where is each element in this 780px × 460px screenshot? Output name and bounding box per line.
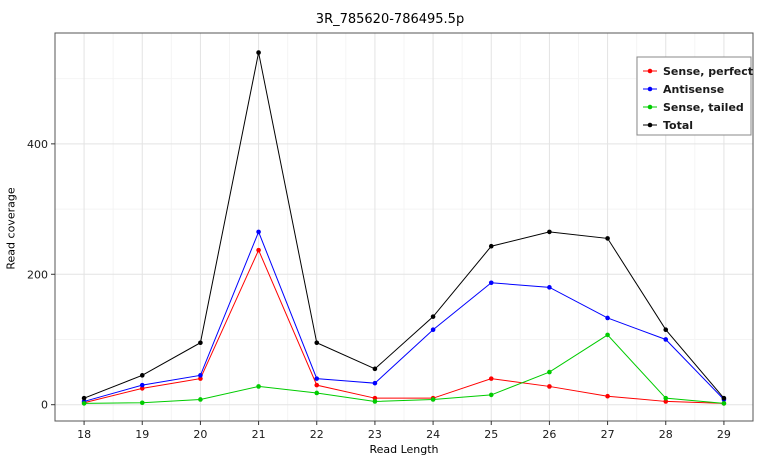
legend-label: Antisense bbox=[663, 83, 724, 96]
legend-label: Sense, tailed bbox=[663, 101, 744, 114]
data-point bbox=[721, 401, 727, 406]
data-point bbox=[605, 236, 610, 241]
y-axis-label: Read coverage bbox=[4, 187, 18, 270]
data-point bbox=[430, 397, 436, 402]
data-point bbox=[663, 395, 669, 401]
y-tick-label: 200 bbox=[27, 268, 48, 281]
series-line-3 bbox=[83, 52, 725, 399]
x-tick-label: 22 bbox=[310, 428, 324, 441]
chart-title: 3R_785620-786495.5p bbox=[315, 12, 465, 27]
x-tick-label: 21 bbox=[252, 428, 266, 441]
x-tick-label: 20 bbox=[193, 428, 207, 441]
x-axis-label: Read Length bbox=[369, 443, 439, 456]
data-point bbox=[663, 399, 669, 404]
data-point bbox=[256, 229, 261, 235]
data-point bbox=[256, 50, 261, 55]
data-point bbox=[488, 392, 494, 398]
data-point bbox=[198, 340, 203, 346]
data-point bbox=[314, 382, 320, 388]
x-tick-label: 23 bbox=[368, 428, 382, 441]
legend-key-marker bbox=[647, 86, 653, 92]
data-point bbox=[488, 376, 494, 381]
data-point bbox=[605, 315, 610, 321]
x-tick-label: 28 bbox=[659, 428, 673, 441]
data-point bbox=[314, 340, 320, 346]
data-point bbox=[547, 285, 552, 290]
x-tick-label: 19 bbox=[135, 428, 149, 441]
data-point bbox=[139, 382, 145, 388]
data-point bbox=[314, 390, 320, 396]
data-point bbox=[372, 399, 378, 404]
data-point bbox=[430, 314, 436, 319]
data-point bbox=[81, 395, 87, 401]
legend-box bbox=[636, 56, 752, 136]
data-point bbox=[372, 380, 378, 386]
data-point bbox=[547, 369, 552, 375]
data-point bbox=[198, 376, 203, 381]
legend-label: Total bbox=[663, 119, 693, 132]
data-point bbox=[372, 366, 378, 372]
data-point bbox=[488, 280, 494, 286]
x-tick-label: 29 bbox=[717, 428, 731, 441]
data-point bbox=[81, 401, 87, 406]
x-tick-label: 27 bbox=[601, 428, 615, 441]
data-point bbox=[139, 400, 145, 406]
data-point bbox=[372, 395, 378, 401]
data-point bbox=[430, 327, 436, 333]
x-tick-label: 26 bbox=[542, 428, 556, 441]
legend-key-marker bbox=[647, 104, 653, 110]
data-point bbox=[488, 243, 494, 249]
data-point bbox=[139, 373, 145, 378]
data-point bbox=[256, 384, 261, 389]
data-point bbox=[314, 376, 320, 381]
data-point bbox=[139, 386, 145, 391]
data-point bbox=[605, 332, 610, 338]
y-tick-label: 400 bbox=[27, 138, 48, 151]
legend-key-marker bbox=[647, 122, 653, 128]
legend-label: Sense, perfect bbox=[663, 65, 753, 78]
series-line-0 bbox=[83, 248, 724, 404]
y-tick-label: 0 bbox=[41, 399, 48, 412]
x-tick-label: 24 bbox=[426, 428, 440, 441]
data-point bbox=[663, 337, 669, 342]
x-tick-label: 25 bbox=[484, 428, 498, 441]
data-point bbox=[547, 229, 552, 235]
data-point bbox=[721, 395, 727, 401]
x-tick-label: 18 bbox=[77, 428, 91, 441]
legend-key-marker bbox=[647, 68, 653, 74]
data-point bbox=[663, 327, 669, 333]
series-line-2 bbox=[84, 334, 724, 404]
data-point bbox=[198, 373, 203, 378]
series-line-1 bbox=[83, 230, 725, 402]
plot-border bbox=[54, 32, 754, 422]
data-point bbox=[605, 393, 610, 399]
data-point bbox=[547, 384, 552, 389]
data-point bbox=[256, 247, 261, 253]
data-point bbox=[198, 397, 203, 402]
